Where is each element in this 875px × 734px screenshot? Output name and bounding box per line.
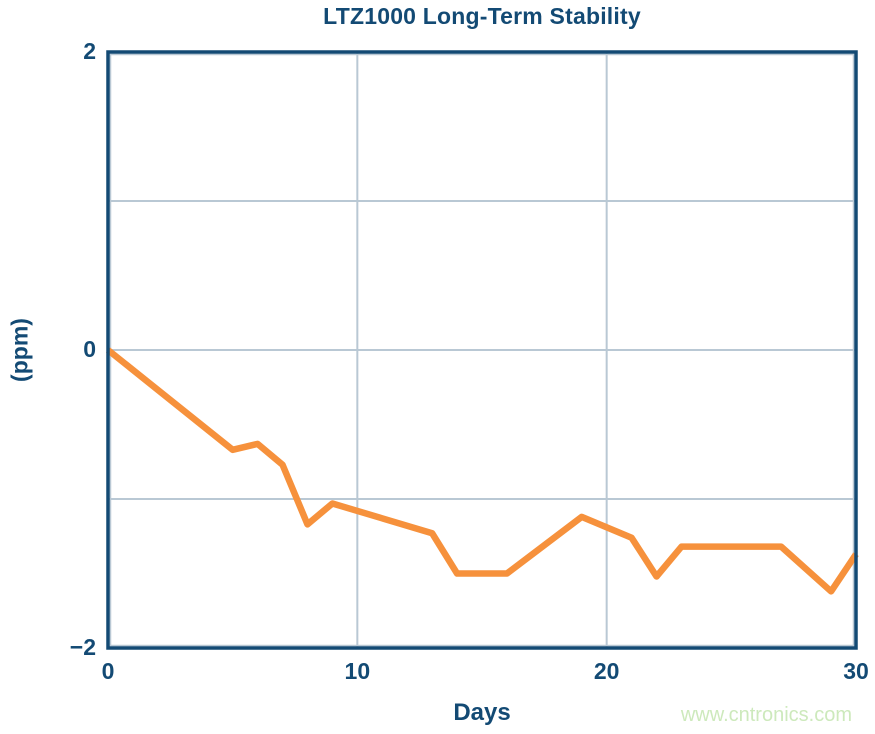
plot-frame: [106, 50, 858, 650]
x-axis-label: Days: [453, 699, 511, 726]
x-tick-label: 0: [101, 658, 115, 684]
y-tick-label: −2: [69, 633, 96, 660]
y-tick-label: 2: [83, 37, 96, 64]
x-tick-label: 20: [593, 658, 620, 684]
x-tick-label: 30: [843, 658, 869, 684]
y-axis-label: (ppm): [6, 318, 33, 382]
data-series-line: [105, 347, 859, 595]
y-tick-label: 0: [83, 335, 96, 362]
watermark: www.cntronics.com: [680, 704, 852, 726]
chart-title: LTZ1000 Long-Term Stability: [323, 3, 641, 29]
x-tick-label: 10: [344, 658, 371, 684]
